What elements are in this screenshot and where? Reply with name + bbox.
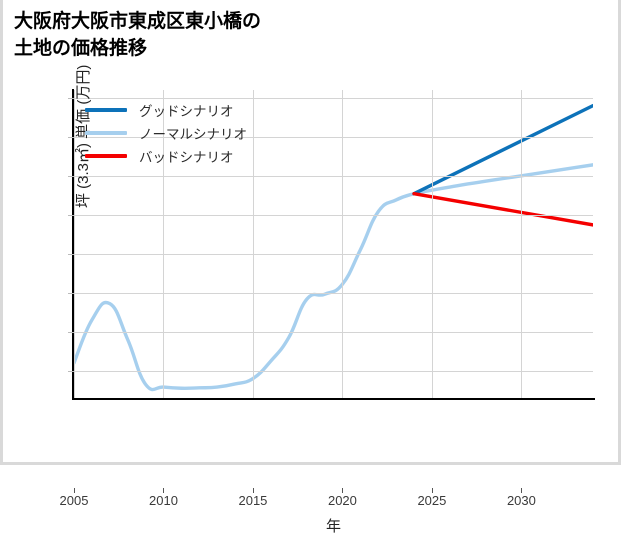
gridline-x-2005 <box>74 90 75 398</box>
gridline-x-2025 <box>431 90 433 398</box>
x-tick-label-2015: 2015 <box>238 493 268 508</box>
y-tickmark-140 <box>68 214 74 216</box>
x-tick-label-2020: 2020 <box>327 493 357 508</box>
x-tickmark-2015 <box>252 488 254 493</box>
x-tickmark-2030 <box>521 488 523 493</box>
series-line-バッドシナリオ <box>412 192 593 227</box>
x-tickmark-2020 <box>342 488 344 493</box>
x-tickmark-2005 <box>74 488 75 493</box>
data-lines <box>74 103 593 392</box>
legend-swatch-icon <box>85 153 127 158</box>
gridline-x-2015 <box>252 90 254 398</box>
legend-swatch-icon <box>85 130 127 135</box>
x-axis-line <box>72 398 595 400</box>
gridline-y-140 <box>74 214 593 216</box>
y-tickmark-150 <box>68 175 74 177</box>
page-title: 大阪府大阪市東成区東小橋の 土地の価格推移 <box>14 11 262 59</box>
legend-item-2[interactable]: バッドシナリオ <box>79 144 299 167</box>
gridline-x-2010 <box>163 90 165 398</box>
y-tickmark-110 <box>68 331 74 333</box>
gridline-y-170 <box>74 97 593 99</box>
x-tick-label-2025: 2025 <box>417 493 447 508</box>
y-tickmark-100 <box>68 370 74 372</box>
x-tick-label-2010: 2010 <box>149 493 178 508</box>
x-axis-label: 年 <box>325 518 341 535</box>
y-tickmark-130 <box>68 253 74 255</box>
x-tickmark-2010 <box>163 488 165 493</box>
x-tick-label-2005: 2005 <box>59 493 89 508</box>
legend-swatch-icon <box>85 107 127 112</box>
series-line-グッドシナリオ <box>412 103 593 196</box>
gridline-x-2020 <box>342 90 344 398</box>
legend-label: バッドシナリオ <box>139 149 234 165</box>
gridline-y-130 <box>74 253 593 255</box>
legend-item-1[interactable]: ノーマルシナリオ <box>79 121 299 144</box>
gridline-y-100 <box>74 370 593 372</box>
gridline-y-160 <box>74 136 593 138</box>
y-tickmark-160 <box>68 136 74 138</box>
y-tickmark-170 <box>68 97 74 99</box>
series-line-ノーマルシナリオ <box>74 163 593 392</box>
legend-label: グッドシナリオ <box>139 103 234 119</box>
legend: グッドシナリオ ノーマルシナリオ バッドシナリオ <box>79 92 299 173</box>
x-tickmark-2025 <box>431 488 433 493</box>
legend-label: ノーマルシナリオ <box>139 126 247 142</box>
x-tick-label-2030: 2030 <box>506 493 536 508</box>
legend-item-0[interactable]: グッドシナリオ <box>79 98 299 121</box>
y-tickmark-120 <box>68 292 74 294</box>
gridline-y-110 <box>74 331 593 333</box>
gridline-y-150 <box>74 175 593 177</box>
y-axis-line <box>72 89 74 399</box>
gridline-y-120 <box>74 292 593 294</box>
gridline-x-2030 <box>521 90 523 398</box>
